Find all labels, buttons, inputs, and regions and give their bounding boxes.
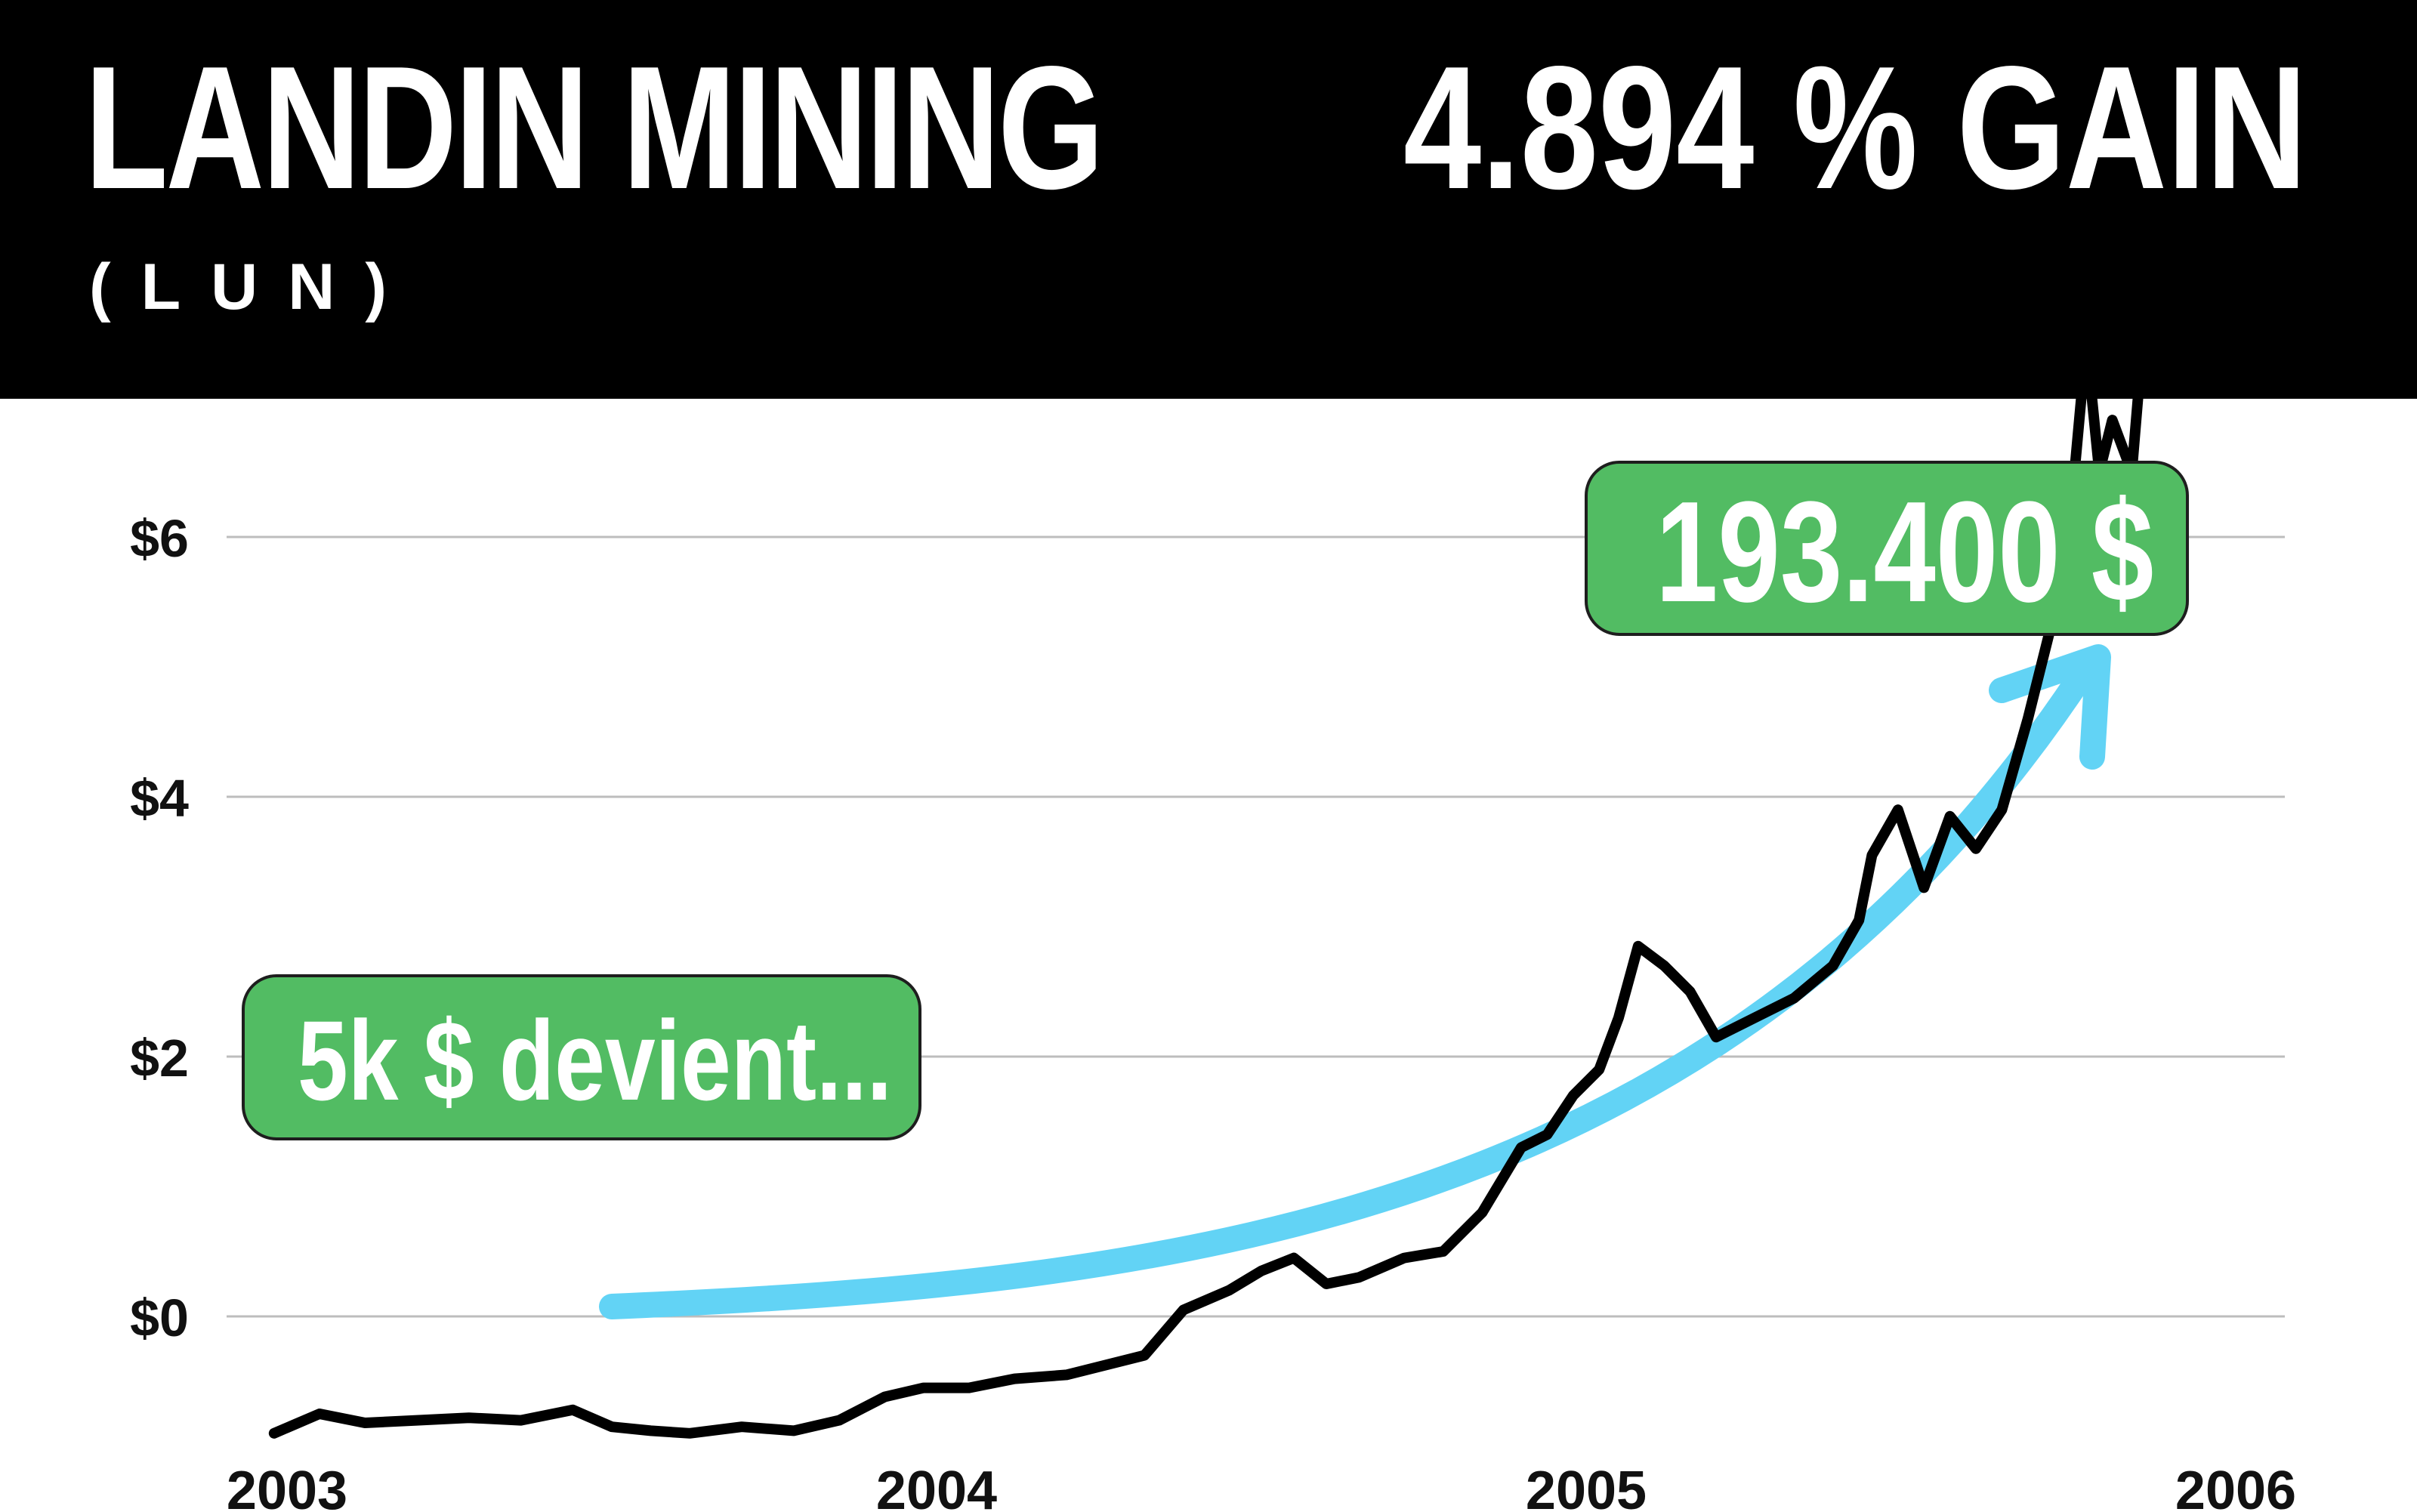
x-tick-label: 2004 bbox=[876, 1461, 997, 1512]
start-value-badge: 5k $ devient... bbox=[242, 974, 921, 1140]
y-tick-label: $6 bbox=[130, 509, 189, 568]
header-banner: LANDIN MINING (LUN) 4.894 % GAIN bbox=[0, 0, 2417, 399]
end-value-label: 193.400 $ bbox=[1656, 472, 2154, 632]
company-name: LANDIN MINING bbox=[85, 30, 1104, 226]
x-tick-label: 2006 bbox=[2175, 1461, 2296, 1512]
x-tick-label: 2005 bbox=[1526, 1461, 1647, 1512]
y-tick-label: $4 bbox=[130, 769, 189, 828]
end-value-badge: 193.400 $ bbox=[1585, 461, 2189, 636]
x-axis-ticks: 2003 2004 2005 2006 bbox=[227, 1461, 2296, 1512]
y-axis-ticks: $0$2$4$6$8$12$14 bbox=[130, 509, 189, 1347]
start-value-label: 5k $ devient... bbox=[298, 997, 893, 1124]
y-tick-label: $0 bbox=[130, 1288, 189, 1347]
price-series bbox=[268, 399, 2144, 1439]
ticker-symbol: (LUN) bbox=[89, 251, 418, 323]
growth-arrow-curve bbox=[599, 658, 2098, 1319]
x-tick-label: 2003 bbox=[227, 1461, 347, 1512]
y-tick-label: $2 bbox=[130, 1029, 189, 1088]
gain-percentage: 4.894 % GAIN bbox=[1403, 30, 2307, 226]
price-line bbox=[268, 399, 2144, 1439]
